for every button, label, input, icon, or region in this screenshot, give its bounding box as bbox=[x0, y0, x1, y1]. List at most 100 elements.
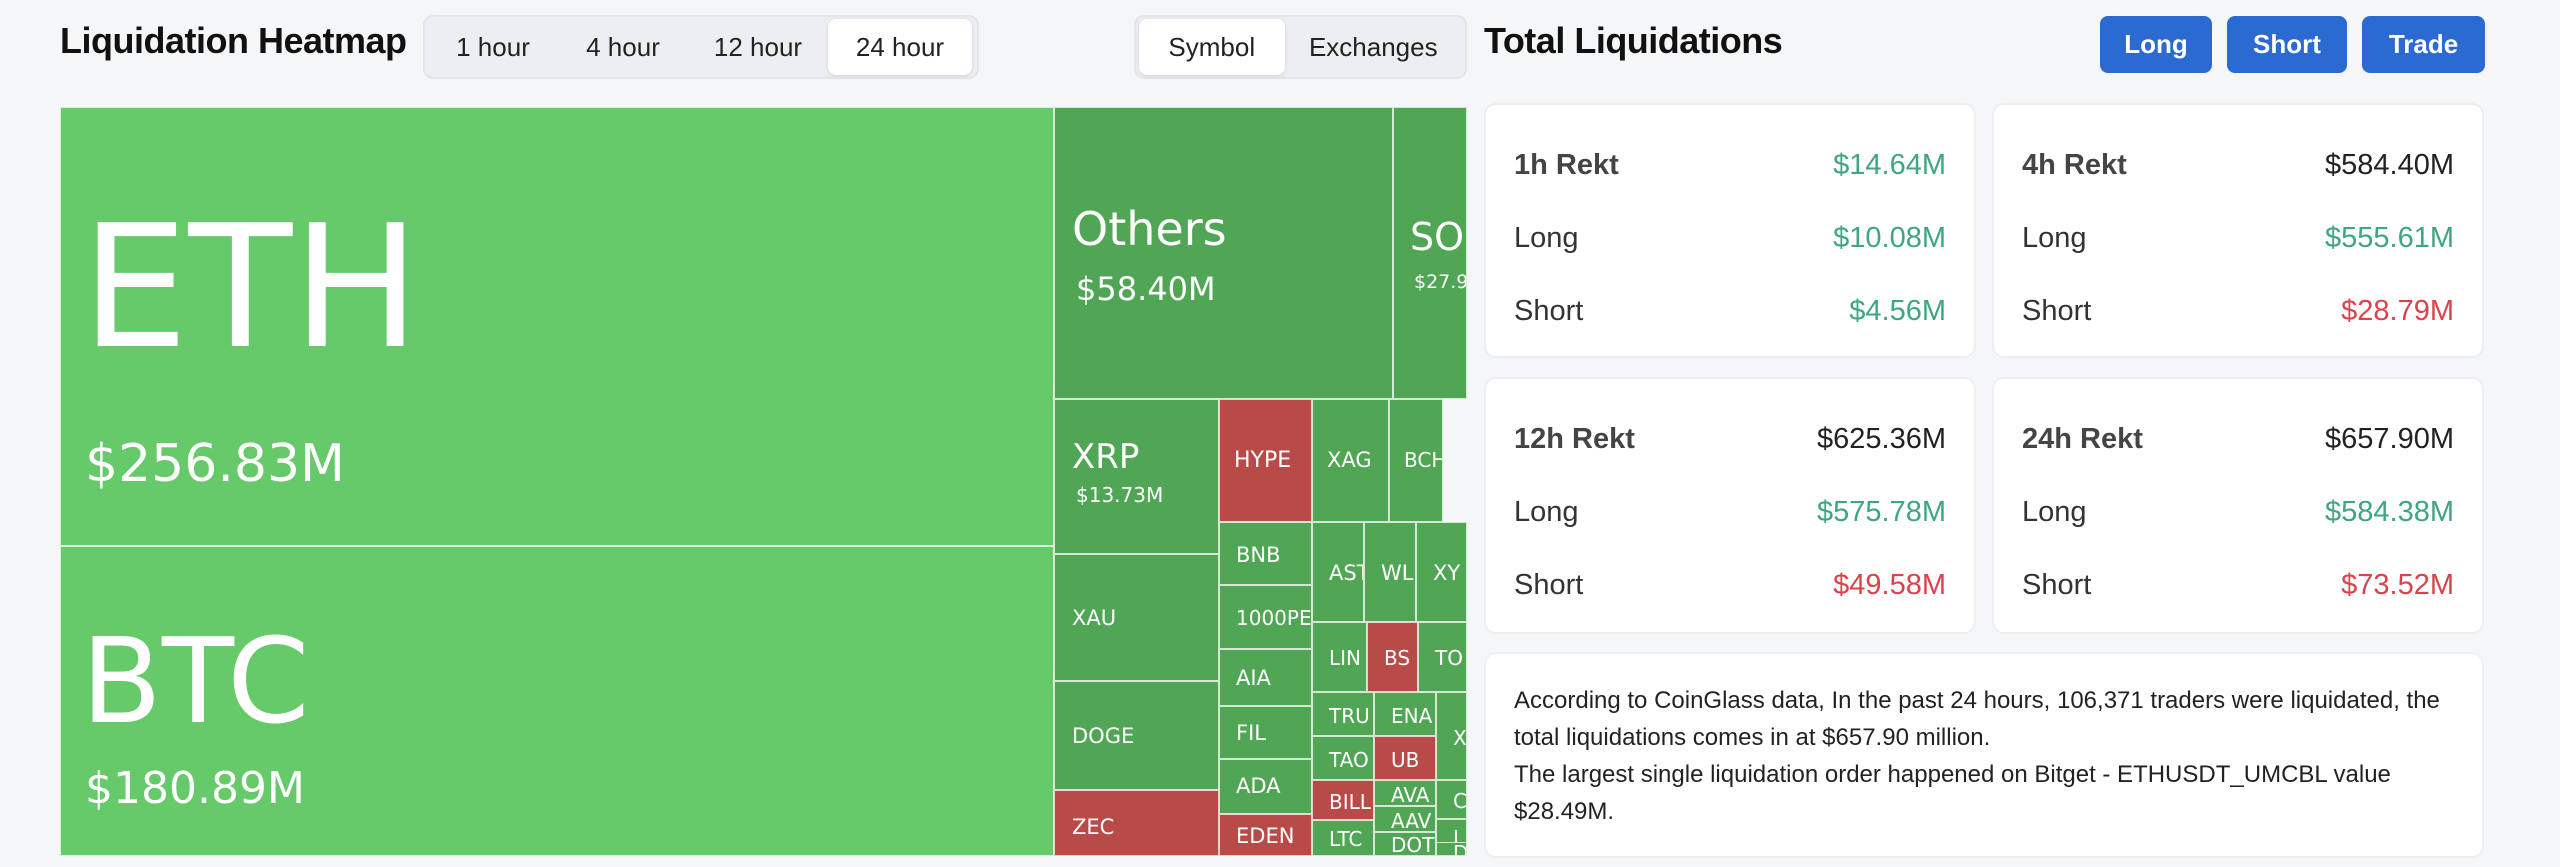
card-total: $625.36M bbox=[1817, 422, 1946, 455]
heatmap-tile-hype[interactable]: HYPE bbox=[1219, 399, 1312, 522]
heatmap-tile-doge[interactable]: DOGE bbox=[1054, 681, 1219, 790]
heatmap-tile-tru[interactable]: TRU bbox=[1312, 692, 1374, 736]
tile-symbol: 1000PE bbox=[1236, 606, 1312, 630]
heatmap-tile-bch[interactable]: BCH bbox=[1389, 399, 1443, 522]
tab-12-hour[interactable]: 12 hour bbox=[713, 31, 803, 62]
card-title: 12h Rekt bbox=[1514, 422, 1635, 455]
tile-symbol: LTC bbox=[1329, 827, 1363, 851]
heatmap-tile-to[interactable]: TO bbox=[1418, 622, 1467, 692]
heatmap-tile-eth[interactable]: ETH $256.83M bbox=[60, 107, 1054, 546]
tile-symbol: TRU bbox=[1329, 704, 1370, 728]
tile-symbol: ENA bbox=[1391, 704, 1433, 728]
tile-symbol: C bbox=[1453, 789, 1467, 813]
heatmap-tile-fil[interactable]: FIL bbox=[1219, 706, 1312, 759]
heatmap-tile-wl[interactable]: WL bbox=[1364, 522, 1416, 622]
heatmap-tile-aia[interactable]: AIA bbox=[1219, 649, 1312, 706]
heatmap-tile-ena[interactable]: ENA bbox=[1374, 692, 1436, 736]
tile-value: $180.89M bbox=[85, 763, 305, 814]
heatmap-tile-ava[interactable]: AVA bbox=[1374, 780, 1436, 806]
card-total: $657.90M bbox=[2325, 422, 2454, 455]
heatmap-tile-dot[interactable]: DOT bbox=[1374, 832, 1436, 856]
heatmap-tile-xau[interactable]: XAU bbox=[1054, 554, 1219, 681]
heatmap-tile-xy[interactable]: XY bbox=[1416, 522, 1467, 622]
heatmap-tile-aav[interactable]: AAV bbox=[1374, 806, 1436, 832]
tile-value: $256.83M bbox=[85, 434, 345, 494]
tile-symbol: DOGE bbox=[1072, 724, 1135, 748]
long-value: $555.61M bbox=[2325, 221, 2454, 254]
tile-symbol: BCH bbox=[1404, 448, 1443, 472]
tab-exchanges[interactable]: Exchanges bbox=[1308, 31, 1438, 62]
tile-symbol: BILL bbox=[1329, 790, 1371, 814]
tile-symbol: TO bbox=[1435, 646, 1463, 670]
long-label: Long bbox=[2022, 221, 2087, 254]
tile-value: $13.73M bbox=[1076, 483, 1164, 507]
tile-symbol: SOL bbox=[1410, 215, 1466, 259]
heatmap-tile-others[interactable]: Others $58.40M bbox=[1054, 107, 1393, 399]
tile-symbol: AIA bbox=[1236, 666, 1271, 690]
tile-symbol: BNB bbox=[1236, 543, 1281, 567]
heatmap-tile-bill[interactable]: BILL bbox=[1312, 780, 1374, 820]
tab-1-hour[interactable]: 1 hour bbox=[456, 31, 530, 62]
short-value: $49.58M bbox=[1833, 568, 1946, 601]
heatmap-tile-bs[interactable]: BS bbox=[1367, 622, 1418, 692]
rekt-card-1h: 1h Rekt $14.64M Long $10.08M Short $4.56M bbox=[1484, 103, 1976, 358]
heatmap-tile-xag[interactable]: XAG bbox=[1312, 399, 1389, 522]
tile-symbol: X bbox=[1453, 726, 1467, 750]
card-title: 1h Rekt bbox=[1514, 148, 1619, 181]
tile-symbol: HYPE bbox=[1234, 448, 1292, 473]
heatmap-tile-sol[interactable]: SOL $27.9 bbox=[1393, 107, 1467, 399]
liquidation-heatmap: ETH $256.83M BTC $180.89M Others $58.40M SOL $2… bbox=[60, 107, 1467, 856]
rekt-card-24h: 24h Rekt $657.90M Long $584.38M Short $73.5… bbox=[1992, 377, 2484, 634]
card-title: 4h Rekt bbox=[2022, 148, 2127, 181]
tab-symbol[interactable]: Symbol bbox=[1139, 19, 1285, 75]
long-button[interactable]: Long bbox=[2100, 16, 2212, 73]
tile-symbol: XRP bbox=[1072, 437, 1140, 477]
summary-line-2: The largest single liquidation order hap… bbox=[1514, 761, 2391, 825]
tile-symbol: FIL bbox=[1236, 721, 1266, 745]
tile-symbol: ADA bbox=[1236, 774, 1281, 798]
short-button[interactable]: Short bbox=[2227, 16, 2347, 73]
heatmap-tile-tao[interactable]: TAO bbox=[1312, 736, 1374, 780]
summary-line-1: According to CoinGlass data, In the past… bbox=[1514, 687, 2440, 751]
heatmap-tile-btc[interactable]: BTC $180.89M bbox=[60, 546, 1054, 856]
heatmap-tile-1000pe[interactable]: 1000PE bbox=[1219, 585, 1312, 649]
tile-symbol: LIN bbox=[1329, 646, 1362, 670]
tile-symbol: D bbox=[1453, 842, 1467, 856]
short-label: Short bbox=[1514, 294, 1584, 327]
tile-symbol: BTC bbox=[81, 612, 310, 750]
heatmap-tile-ub[interactable]: UB bbox=[1374, 736, 1436, 780]
heatmap-tile-x[interactable]: X bbox=[1436, 692, 1467, 780]
short-value: $28.79M bbox=[2341, 294, 2454, 327]
tile-value: $27.9 bbox=[1414, 271, 1467, 293]
tile-symbol: XAU bbox=[1072, 606, 1117, 630]
card-title: 24h Rekt bbox=[2022, 422, 2143, 455]
long-label: Long bbox=[2022, 495, 2087, 528]
heatmap-tile-d[interactable]: D bbox=[1436, 842, 1467, 856]
heatmap-tile-eden[interactable]: EDEN bbox=[1219, 814, 1312, 856]
tile-symbol: TAO bbox=[1329, 748, 1369, 772]
long-value: $584.38M bbox=[2325, 495, 2454, 528]
tile-symbol: EDEN bbox=[1236, 824, 1295, 848]
card-total: $584.40M bbox=[2325, 148, 2454, 181]
heatmap-tile-zec[interactable]: ZEC bbox=[1054, 790, 1219, 856]
heatmap-tile-ast[interactable]: AST bbox=[1312, 522, 1364, 622]
heatmap-tile-lin[interactable]: LIN bbox=[1312, 622, 1367, 692]
long-value: $575.78M bbox=[1817, 495, 1946, 528]
card-total: $14.64M bbox=[1833, 148, 1946, 181]
tile-symbol: AVA bbox=[1391, 783, 1430, 806]
heatmap-tile-c[interactable]: C bbox=[1436, 780, 1467, 819]
heatmap-tile-bnb[interactable]: BNB bbox=[1219, 522, 1312, 585]
heatmap-tile-ada[interactable]: ADA bbox=[1219, 759, 1312, 814]
trade-button[interactable]: Trade bbox=[2362, 16, 2485, 73]
tab-24-hour[interactable]: 24 hour bbox=[828, 19, 972, 75]
short-label: Short bbox=[2022, 568, 2092, 601]
tile-symbol: UB bbox=[1391, 748, 1420, 772]
view-mode-tabs: Symbol Exchanges bbox=[1134, 15, 1467, 79]
total-liquidations-title: Total Liquidations bbox=[1484, 20, 1783, 61]
heatmap-tile-xrp[interactable]: XRP $13.73M bbox=[1054, 399, 1219, 554]
tab-4-hour[interactable]: 4 hour bbox=[586, 31, 660, 62]
short-label: Short bbox=[2022, 294, 2092, 327]
short-label: Short bbox=[1514, 568, 1584, 601]
heatmap-tile-ltc[interactable]: LTC bbox=[1312, 820, 1374, 856]
tile-symbol: WL bbox=[1381, 561, 1414, 585]
